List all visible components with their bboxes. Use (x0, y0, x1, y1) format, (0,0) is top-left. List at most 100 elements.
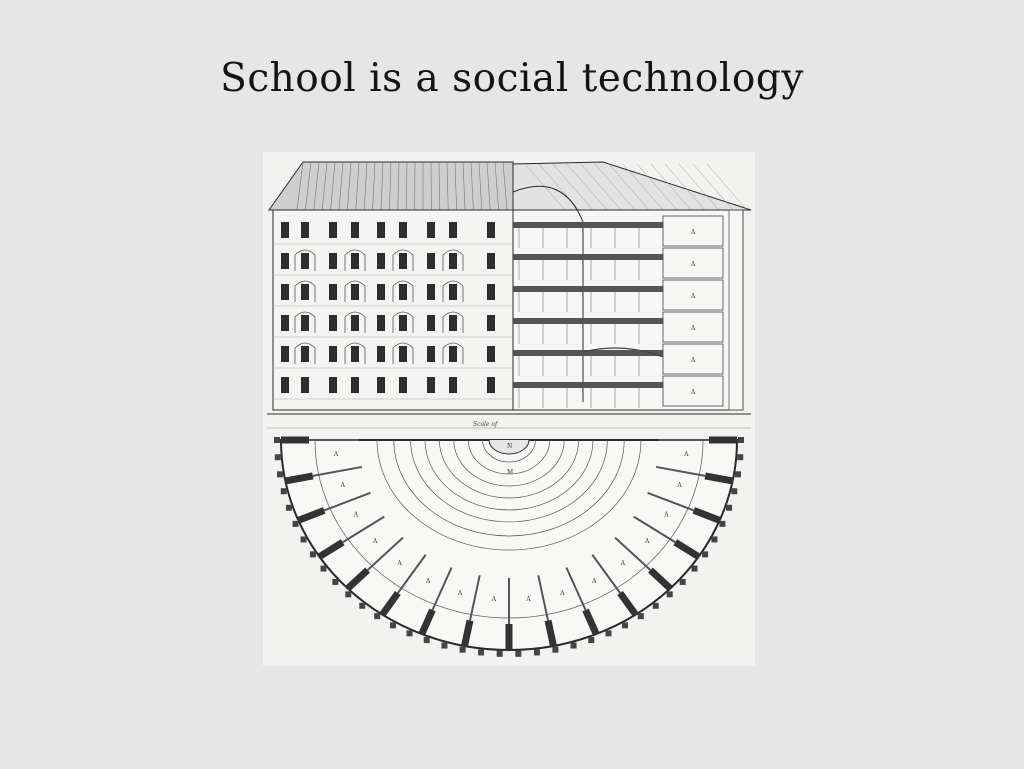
window (377, 222, 385, 238)
window (449, 253, 457, 269)
cell-wall (673, 539, 701, 560)
window (399, 222, 407, 238)
cell-letter: A (690, 357, 696, 364)
window (487, 284, 495, 300)
plan-cell-letter: A (620, 560, 626, 567)
window (281, 222, 289, 238)
window (351, 377, 359, 393)
cell (662, 279, 724, 311)
window (329, 377, 337, 393)
window (487, 346, 495, 362)
buttress (666, 591, 673, 598)
buttress (552, 646, 559, 653)
plan-cell-letter: A (559, 590, 565, 597)
cell-wall (617, 590, 639, 617)
buttress (570, 642, 577, 649)
cell (662, 247, 724, 279)
buttress (459, 646, 466, 653)
facade-elevation (267, 161, 752, 429)
roof-hatch (650, 163, 692, 211)
window (301, 346, 309, 362)
arch (294, 249, 316, 271)
buttress (691, 565, 698, 572)
cell (662, 375, 724, 407)
buttress (679, 578, 686, 585)
arch (294, 280, 316, 302)
arch (344, 280, 366, 302)
buttress (274, 437, 280, 443)
window (427, 284, 435, 300)
window (301, 284, 309, 300)
window (281, 377, 289, 393)
window (351, 315, 359, 331)
roof-hatch (486, 161, 491, 211)
buttress (277, 471, 284, 478)
plan-cell-letter: A (676, 482, 682, 489)
roof-hatch (580, 163, 622, 211)
buttress (533, 649, 540, 656)
window (281, 315, 289, 331)
window (449, 346, 457, 362)
radial-partition (591, 554, 621, 594)
inspection-ring (376, 439, 642, 551)
roof-hatch (494, 161, 499, 211)
buttress (406, 630, 413, 637)
buttress (478, 649, 485, 656)
window (377, 253, 385, 269)
plan-cell-letter: A (525, 596, 531, 603)
radial-partition (397, 554, 427, 594)
arch (294, 311, 316, 333)
roof-hatch (692, 163, 734, 211)
window (329, 315, 337, 331)
arch (392, 311, 414, 333)
buttress (622, 622, 628, 629)
window (399, 284, 407, 300)
buttress (734, 471, 741, 478)
window (301, 315, 309, 331)
window (329, 222, 337, 238)
window (399, 253, 407, 269)
window (281, 346, 289, 362)
window (427, 315, 435, 331)
arch (344, 311, 366, 333)
radial-partition (323, 491, 371, 512)
panopticon-drawing: A A A A A A N M Scale of A A A A A A A A A A A A A A A A (263, 152, 755, 666)
buttress (390, 622, 396, 629)
window (487, 377, 495, 393)
window (427, 377, 435, 393)
cell (662, 215, 724, 247)
roof-hatch (636, 163, 678, 211)
roof-hatch (338, 161, 344, 211)
cell-letter: A (690, 325, 696, 332)
cell (662, 343, 724, 375)
roof-hatch (397, 161, 400, 211)
buttress (731, 488, 738, 495)
scale-caption: Scale of (473, 421, 499, 428)
cell-letter: A (690, 229, 696, 236)
roof-hatch (608, 163, 650, 211)
cell-wall (692, 507, 721, 524)
plan-cell-letter: A (683, 451, 689, 458)
roof-hatch (678, 163, 720, 211)
window (351, 253, 359, 269)
buttress (515, 650, 522, 657)
inspection-ring (467, 439, 551, 475)
radial-partition (342, 515, 385, 544)
buttress (274, 454, 281, 461)
roof-hatch (438, 161, 441, 211)
window (377, 377, 385, 393)
gallery-floor (513, 286, 663, 292)
gallery-floor (513, 350, 663, 356)
buttress (320, 565, 327, 572)
roof-hatch (566, 163, 608, 211)
buttress (711, 536, 718, 543)
central-tower (488, 439, 530, 455)
slide-title: School is a social technology (220, 56, 804, 101)
cell-wall (345, 567, 370, 592)
roof-hatch (372, 161, 376, 211)
window (329, 284, 337, 300)
cell-wall (284, 472, 314, 485)
cell-wall (648, 567, 673, 592)
inspection-ring (482, 439, 536, 463)
roof-hatch (380, 161, 384, 211)
